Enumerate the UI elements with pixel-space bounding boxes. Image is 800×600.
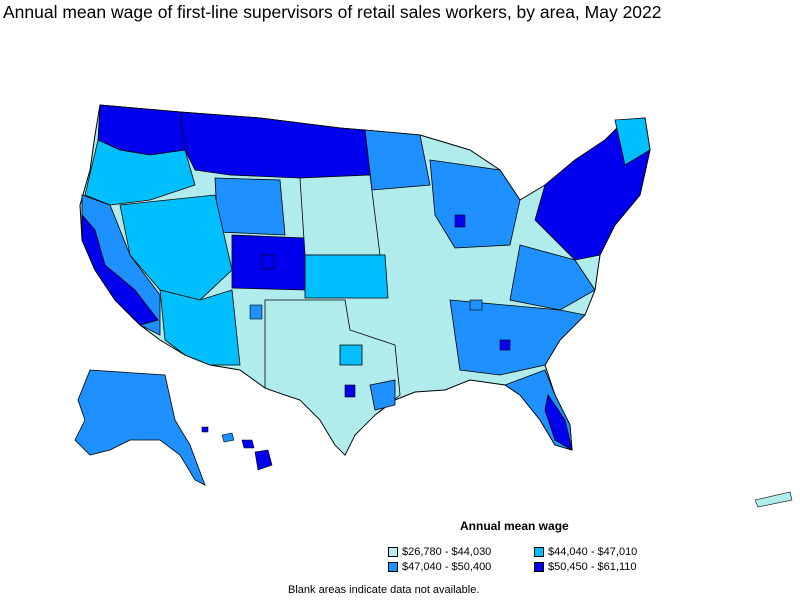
region-northern-plains xyxy=(179,111,371,179)
region-houston xyxy=(369,379,396,411)
region-kansas xyxy=(304,254,389,299)
legend-item-3: $47,040 - $50,400 xyxy=(388,561,491,573)
region-great-lakes xyxy=(429,159,521,249)
region-florida-south xyxy=(544,393,573,451)
legend-swatch-4 xyxy=(534,562,544,572)
region-hawaii-1 xyxy=(201,426,209,433)
region-hawaii-2 xyxy=(221,432,235,443)
region-dallas xyxy=(339,344,363,366)
region-california-coast xyxy=(81,213,159,326)
legend-label-3: $47,040 - $50,400 xyxy=(402,561,492,573)
region-maine xyxy=(614,117,651,166)
region-northeast xyxy=(534,117,651,261)
region-central-plains xyxy=(299,174,381,256)
legend-item-4: $50,450 - $61,110 xyxy=(534,561,636,573)
legend-label-4: $50,450 - $61,110 xyxy=(548,561,637,573)
region-mid-atlantic xyxy=(509,244,596,311)
metro-denver xyxy=(261,254,275,270)
region-minnesota xyxy=(364,129,431,191)
region-puerto-rico xyxy=(754,491,793,508)
legend-swatch-2 xyxy=(534,547,544,557)
region-arizona xyxy=(159,289,241,366)
legend-item-2: $44,040 - $47,010 xyxy=(534,546,637,558)
metro-nashville xyxy=(469,299,483,311)
region-hawaii-4 xyxy=(254,449,273,471)
region-southeast xyxy=(449,299,586,376)
legend-item-1: $26,780 - $44,030 xyxy=(388,546,491,558)
region-oregon-idaho xyxy=(84,139,196,206)
region-texas xyxy=(264,299,401,456)
blank-areas-note: Blank areas indicate data not available. xyxy=(288,584,480,596)
metro-atlanta xyxy=(499,339,511,351)
legend-swatch-1 xyxy=(388,547,398,557)
region-alaska xyxy=(74,369,206,486)
map-title: Annual mean wage of first-line superviso… xyxy=(3,2,662,22)
legend-label-2: $44,040 - $47,010 xyxy=(548,546,638,558)
legend-label-1: $26,780 - $44,030 xyxy=(402,546,492,558)
metro-albuquerque xyxy=(249,304,263,320)
region-hawaii-3 xyxy=(241,439,255,449)
metro-austin xyxy=(344,384,356,398)
legend-title: Annual mean wage xyxy=(460,519,569,533)
legend-swatch-3 xyxy=(388,562,398,572)
metro-chicago xyxy=(454,214,466,228)
region-wyoming xyxy=(214,177,286,236)
